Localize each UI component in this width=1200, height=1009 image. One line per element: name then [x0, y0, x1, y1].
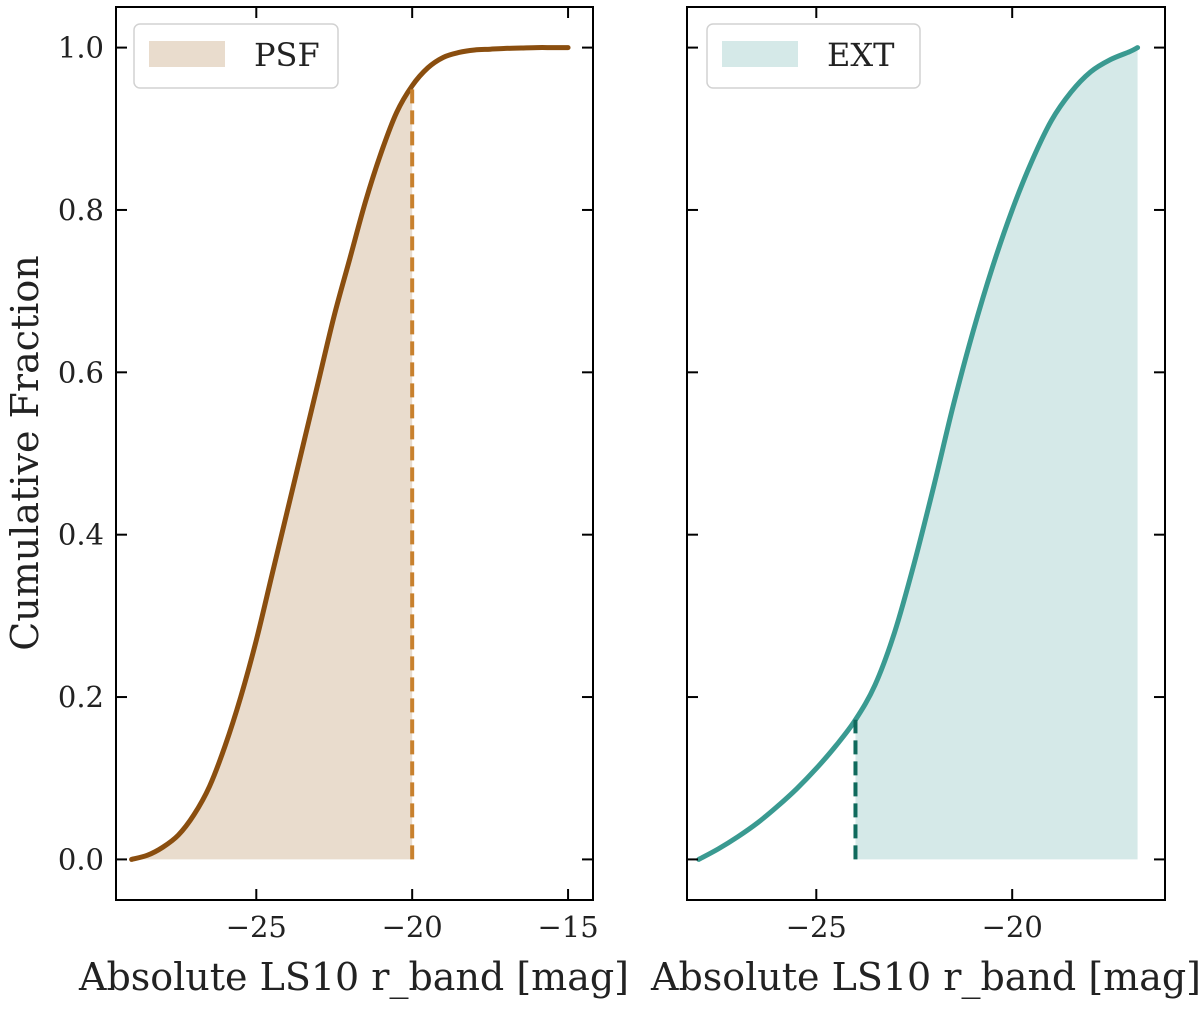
psf-y-tick-label: 0.2 — [58, 680, 104, 714]
psf-legend-label: PSF — [254, 36, 320, 74]
ext-x-tick-label: −25 — [786, 910, 847, 944]
psf-y-tick-label: 1.0 — [58, 31, 104, 65]
psf-legend-swatch — [149, 41, 225, 67]
ext-x-tick-label: −20 — [982, 910, 1043, 944]
psf-legend-box — [133, 23, 339, 89]
ext-area-fill — [855, 47, 1138, 860]
psf-panel: −25 −20 −15 0.0 0.2 0.4 0.6 0.8 1.0 PSF Absolute… — [3, 6, 629, 1000]
ext-panel: −25 −20 EXT Absolute LS10 r_band [mag] — [650, 6, 1200, 1000]
ext-cdf-line — [696, 45, 1141, 862]
ext-legend: EXT — [706, 23, 921, 89]
psf-area-fill — [131, 85, 413, 860]
psf-x-tick-label: −15 — [537, 910, 598, 944]
y-axis-label: Cumulative Fraction — [3, 255, 47, 651]
ext-legend-swatch — [722, 41, 798, 67]
psf-x-tick-label: −25 — [226, 910, 287, 944]
ext-axes-frame — [686, 6, 1166, 901]
ext-x-axis-label: Absolute LS10 r_band [mag] — [650, 955, 1200, 1000]
psf-y-tick-label: 0.6 — [58, 355, 104, 389]
psf-ticks: −25 −20 −15 0.0 0.2 0.4 0.6 0.8 1.0 — [58, 7, 599, 944]
psf-x-axis-label: Absolute LS10 r_band [mag] — [78, 955, 629, 1000]
psf-y-tick-label: 0.8 — [58, 193, 104, 227]
ext-legend-label: EXT — [827, 36, 895, 74]
psf-axes-frame — [115, 6, 594, 901]
psf-legend: PSF — [133, 23, 339, 89]
psf-cdf-line — [129, 45, 571, 862]
psf-x-tick-label: −20 — [382, 910, 443, 944]
psf-y-tick-label: 0.0 — [58, 842, 104, 876]
psf-y-tick-label: 0.4 — [58, 518, 104, 552]
ext-legend-box — [706, 23, 921, 89]
ext-ticks: −25 −20 — [687, 7, 1165, 944]
